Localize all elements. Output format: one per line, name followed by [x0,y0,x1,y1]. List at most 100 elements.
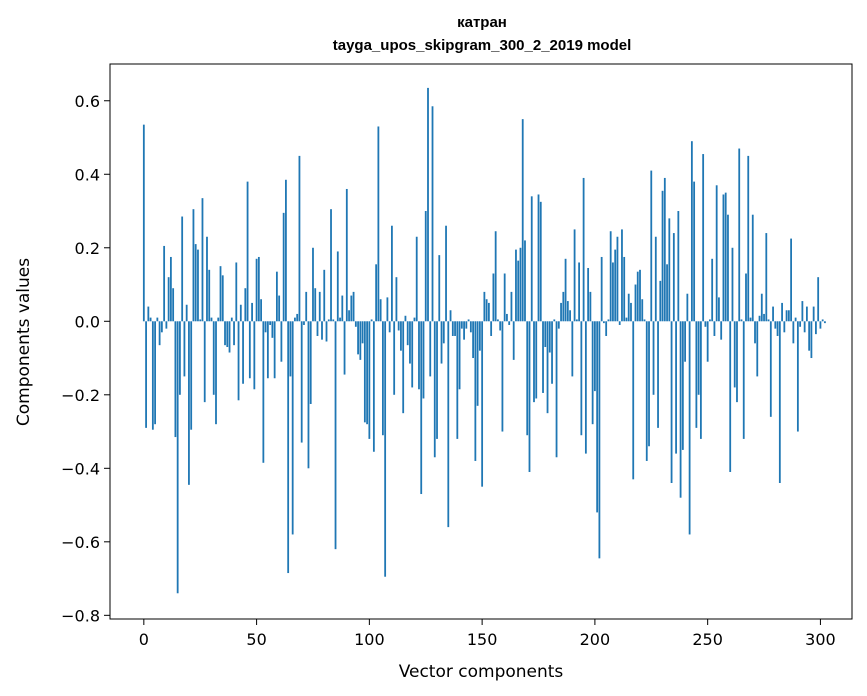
bar-component-22 [192,209,195,322]
bar-component-115 [402,321,405,414]
bar-component-123 [420,321,423,495]
bar-component-195 [582,177,585,322]
bar-component-130 [436,321,438,439]
bar-component-238 [679,321,682,498]
bar-component-67 [294,317,296,322]
y-tick-label: 0.2 [75,239,100,258]
bar-component-296 [810,321,813,359]
bar-component-160 [503,273,506,322]
bar-component-235 [672,233,675,322]
bar-component-60 [278,295,281,322]
bar-component-102 [372,321,375,452]
bar-component-117 [406,321,409,346]
bar-component-156 [494,231,497,322]
x-axis-ticks: 0 50 100 150 200 250 300 [139,619,836,649]
bar-component-101 [370,319,373,322]
bar-component-95 [357,321,359,355]
bar-component-231 [663,177,666,322]
bar-component-233 [668,218,671,322]
y-tick-label: −0.4 [61,459,100,478]
bar-component-38 [228,321,231,353]
bar-component-99 [366,321,368,425]
bar-component-282 [778,321,781,483]
bar-component-171 [528,321,531,472]
bar-component-9 [163,245,166,322]
bar-component-13 [172,288,175,322]
bar-component-208 [612,262,614,322]
bar-component-107 [384,321,387,577]
bar-component-96 [359,321,362,360]
bar-component-257 [722,194,725,322]
bar-component-89 [343,321,346,375]
y-tick-label: −0.8 [61,606,100,625]
bar-component-70 [300,321,303,443]
bar-component-245 [695,321,698,428]
bar-component-175 [537,194,540,322]
chart-title: катран [457,14,507,31]
bar-component-290 [796,321,799,432]
bar-component-135 [447,321,450,528]
bar-component-185 [560,302,562,322]
bar-component-113 [397,321,400,331]
bar-component-110 [391,225,393,322]
bar-component-191 [573,229,576,322]
y-axis-label: Components values [14,258,34,426]
bar-component-184 [557,321,560,329]
bar-component-216 [630,302,632,322]
bar-component-105 [379,299,382,322]
bar-component-256 [720,321,723,340]
bar-component-26 [201,198,204,322]
bar-component-167 [519,247,522,322]
bar-component-302 [824,321,826,324]
bar-component-301 [821,319,824,322]
bar-component-91 [348,310,350,322]
y-tick-label: −0.2 [61,386,100,405]
bar-component-244 [693,181,696,322]
bar-component-232 [666,264,668,322]
bar-component-80 [323,269,326,322]
y-tick-label: 0.6 [75,92,100,111]
bars-group [142,87,826,594]
bar-component-27 [203,321,206,403]
bar-component-100 [368,321,371,439]
bar-component-84 [332,319,335,322]
bar-component-139 [456,321,459,439]
bar-component-268 [747,155,750,322]
bar-component-177 [542,321,544,393]
bar-component-76 [314,288,317,322]
bar-component-42 [237,321,240,401]
bar-component-281 [776,321,779,336]
bar-component-120 [413,317,416,322]
bar-component-98 [363,321,366,423]
bar-component-56 [269,321,272,325]
bar-component-126 [427,87,429,322]
bar-component-122 [418,321,420,390]
y-tick-label: 0.0 [75,312,100,331]
bar-component-217 [632,321,635,480]
bar-component-227 [654,236,657,322]
x-tick-label: 50 [246,630,266,649]
bar-component-237 [677,211,680,322]
bar-component-104 [377,126,380,322]
bar-component-19 [185,304,188,322]
bar-component-299 [817,277,820,322]
bar-component-298 [815,321,817,335]
bar-component-213 [623,256,626,322]
bar-component-168 [521,119,524,322]
bar-component-72 [305,291,308,322]
bar-component-200 [593,321,596,392]
bar-component-119 [411,321,414,388]
bar-component-229 [659,280,662,322]
bar-component-30 [210,317,213,322]
bar-component-41 [235,262,238,322]
bar-component-293 [803,321,806,333]
bar-component-5 [154,321,156,425]
bar-component-25 [199,319,202,322]
chart-subtitle: tayga_upos_skipgram_300_2_2019 model [333,37,632,54]
bar-component-221 [641,299,644,322]
y-axis-ticks: −0.8 −0.6 −0.4 −0.2 0.0 0.2 0.4 0.6 [61,92,110,625]
bar-component-114 [400,321,402,351]
bar-component-14 [174,321,177,438]
bar-component-272 [756,321,759,377]
